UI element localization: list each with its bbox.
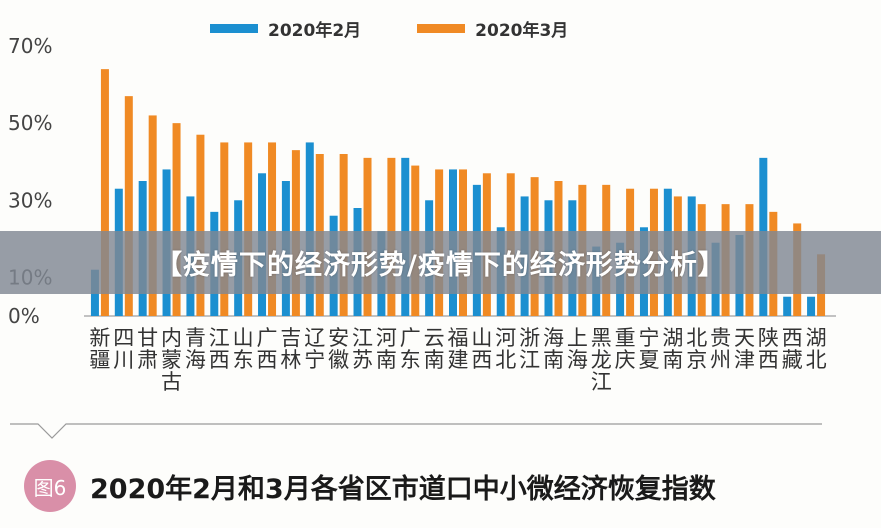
x-category-label: 西 [758, 348, 779, 372]
x-category-label: 吉 [280, 326, 301, 350]
x-category-label: 南 [424, 348, 445, 372]
legend-label-feb: 2020年2月 [268, 21, 362, 41]
x-category-label: 龙 [591, 348, 612, 372]
x-category-label: 新 [89, 326, 110, 350]
x-category-label: 徽 [328, 348, 349, 372]
bar-chart: 0%10%30%50%70%新疆四川甘肃内蒙古青海江西山东广西吉林辽宁安徽江苏河… [8, 34, 836, 439]
figure-caption: 图6 2020年2月和3月各省区市道口中小微经济恢复指数 [24, 460, 716, 512]
x-category-label: 辽 [304, 326, 325, 350]
x-category-label: 江 [209, 326, 230, 350]
x-category-label: 川 [113, 348, 134, 372]
caption-title: 2020年2月和3月各省区市道口中小微经济恢复指数 [90, 473, 716, 505]
bar-feb [783, 296, 792, 316]
x-category-label: 内 [161, 326, 182, 350]
x-category-label: 河 [376, 326, 397, 350]
x-category-label: 南 [543, 348, 564, 372]
caption-separator [10, 423, 822, 439]
bar-feb [807, 296, 816, 316]
bar-mar [244, 142, 253, 316]
x-category-label: 湖 [806, 326, 827, 350]
legend-swatch-mar [417, 24, 466, 33]
x-category-label: 上 [567, 326, 588, 350]
x-category-label: 苏 [352, 348, 373, 372]
x-category-label: 西 [471, 348, 492, 372]
x-category-label: 海 [567, 348, 588, 372]
x-category-label: 安 [328, 326, 349, 350]
x-category-label: 西 [209, 348, 230, 372]
legend-item-mar: 2020年3月 [417, 16, 568, 41]
x-category-label: 青 [185, 326, 206, 350]
x-category-label: 江 [352, 326, 373, 350]
x-category-label: 蒙 [161, 348, 182, 372]
x-category-label: 江 [519, 348, 540, 372]
x-category-label: 南 [662, 348, 683, 372]
x-category-label: 陕 [758, 326, 779, 350]
x-category-label: 山 [233, 326, 254, 350]
x-category-label: 海 [543, 326, 564, 350]
x-category-label: 山 [471, 326, 492, 350]
chart-legend: 2020年2月 2020年3月 [210, 16, 568, 41]
legend-label-mar: 2020年3月 [475, 21, 569, 41]
bar-mar [124, 96, 133, 317]
y-tick-label: 70% [8, 34, 52, 58]
x-category-label: 云 [424, 326, 445, 350]
title-banner: 【疫情下的经济形势/疫情下的经济形势分析】 [0, 231, 881, 294]
x-category-label: 北 [686, 326, 707, 350]
x-category-label: 古 [161, 370, 182, 394]
y-tick-label: 0% [8, 304, 40, 328]
x-category-label: 贵 [710, 326, 731, 350]
x-category-label: 庆 [615, 348, 636, 372]
x-category-label: 天 [734, 326, 755, 350]
x-category-label: 海 [185, 348, 206, 372]
legend-swatch-feb [210, 24, 258, 33]
x-category-label: 东 [233, 348, 254, 372]
x-category-label: 肃 [137, 348, 158, 372]
x-category-label: 北 [806, 348, 827, 372]
x-category-label: 京 [686, 348, 707, 372]
x-category-label: 西 [782, 326, 803, 350]
x-category-label: 州 [710, 348, 731, 372]
x-category-label: 重 [615, 326, 636, 350]
x-category-label: 甘 [137, 326, 158, 350]
x-category-label: 疆 [89, 348, 110, 372]
x-category-label: 宁 [638, 326, 659, 350]
figure-badge: 图6 [24, 460, 76, 512]
x-category-label: 江 [591, 370, 612, 394]
x-category-label: 东 [400, 348, 421, 372]
x-category-label: 津 [734, 348, 755, 372]
bar-mar [172, 123, 181, 317]
x-category-label: 湖 [662, 326, 683, 350]
x-category-label: 夏 [638, 348, 659, 372]
bar-mar [268, 142, 277, 316]
bar-mar [148, 115, 157, 316]
x-category-label: 北 [495, 348, 516, 372]
x-category-label: 浙 [519, 326, 540, 350]
x-category-label: 建 [448, 348, 469, 372]
x-category-label: 广 [257, 326, 278, 350]
y-tick-label: 50% [8, 111, 52, 135]
x-category-label: 广 [400, 326, 421, 350]
bar-mar [220, 142, 229, 316]
legend-item-feb: 2020年2月 [210, 16, 361, 41]
x-category-label: 宁 [304, 348, 325, 372]
x-category-label: 藏 [782, 348, 803, 372]
bar-mar [196, 134, 205, 316]
bar-feb [305, 142, 314, 316]
x-category-label: 河 [495, 326, 516, 350]
x-category-label: 南 [376, 348, 397, 372]
x-category-label: 林 [280, 348, 301, 372]
bar-mar [100, 69, 109, 317]
x-category-label: 西 [257, 348, 278, 372]
x-category-label: 黑 [591, 326, 612, 350]
y-tick-label: 30% [8, 188, 52, 212]
x-category-label: 四 [113, 326, 134, 350]
x-category-label: 福 [448, 326, 469, 350]
banner-title: 【疫情下的经济形势/疫情下的经济形势分析】 [155, 250, 726, 281]
